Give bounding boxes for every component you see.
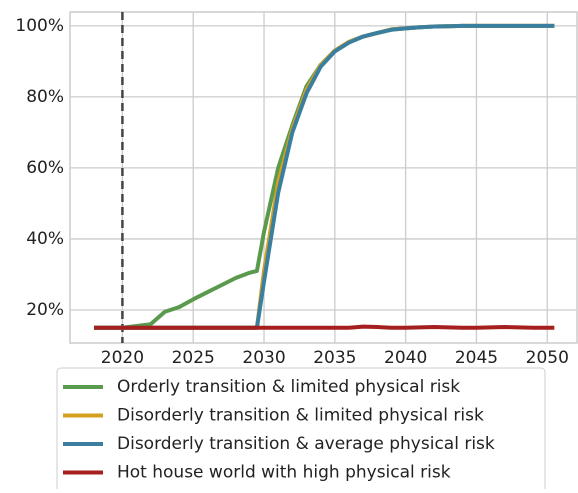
y-tick-label: 80% bbox=[26, 87, 64, 107]
x-tick-label: 2045 bbox=[455, 348, 498, 368]
x-tick-label: 2025 bbox=[172, 348, 215, 368]
plot-area bbox=[69, 11, 578, 344]
x-tick-label: 2020 bbox=[101, 348, 144, 368]
y-tick-label: 40% bbox=[26, 229, 64, 249]
y-tick-label: 100% bbox=[15, 16, 64, 36]
legend-label: Disorderly transition & average physical… bbox=[117, 434, 495, 454]
legend-label: Disorderly transition & limited physical… bbox=[117, 406, 484, 426]
legend-label: Orderly transition & limited physical ri… bbox=[117, 377, 460, 397]
y-tick-label: 60% bbox=[26, 158, 64, 178]
legend-label: Hot house world with high physical risk bbox=[117, 463, 451, 483]
x-tick-label: 2040 bbox=[384, 348, 427, 368]
x-tick-label: 2030 bbox=[242, 348, 285, 368]
legend-box bbox=[56, 367, 546, 493]
y-tick-label: 20% bbox=[26, 300, 64, 320]
x-tick-label: 2035 bbox=[313, 348, 356, 368]
x-tick-label: 2050 bbox=[526, 348, 569, 368]
series-line bbox=[94, 324, 555, 330]
